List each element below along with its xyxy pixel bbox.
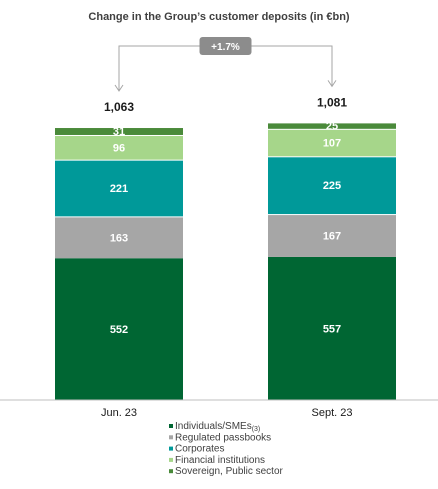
- legend-swatch: [169, 424, 173, 428]
- legend: Individuals/SMEs(3)Regulated passbooksCo…: [169, 421, 284, 477]
- legend-swatch: [169, 435, 173, 440]
- bar-segment: [55, 160, 183, 217]
- bar-segment: [55, 217, 183, 259]
- legend-label: Sovereign, Public sector: [175, 466, 284, 477]
- x-tick-label: Jun. 23: [101, 407, 137, 419]
- legend-label: Financial institutions: [175, 455, 265, 466]
- arrow-head-left: [114, 84, 124, 92]
- data-label: 557: [323, 323, 341, 335]
- data-label: 225: [323, 180, 341, 192]
- data-label: 163: [110, 232, 128, 244]
- bar-segment: [268, 157, 396, 215]
- data-label: 221: [110, 183, 128, 195]
- data-label: 552: [110, 324, 128, 336]
- legend-swatch: [169, 446, 173, 451]
- data-label: 31: [113, 126, 125, 138]
- bars-layer: 552 163 221 96 31 1,063 557 167 225 107 25 1,081: [55, 95, 396, 400]
- bar-segment: [55, 128, 183, 135]
- total-label: 1,081: [317, 95, 347, 109]
- bar-segment: [268, 123, 396, 129]
- bar-segment: [55, 258, 183, 400]
- bar-segment: [55, 135, 183, 160]
- legend-label: Corporates: [175, 444, 224, 455]
- total-label: 1,063: [104, 100, 134, 114]
- legend-label: Regulated passbooks: [175, 432, 271, 443]
- data-label: 167: [323, 231, 341, 243]
- data-label: 96: [113, 142, 125, 154]
- legend-swatch: [169, 469, 173, 474]
- change-annotation: +1.7%: [114, 37, 337, 92]
- x-tick-label: Sept. 23: [312, 407, 353, 419]
- data-label: 107: [323, 138, 341, 150]
- x-axis-labels: Jun. 23 Sept. 23: [101, 407, 353, 419]
- bar-segment: [268, 215, 396, 257]
- change-badge-label: +1.7%: [211, 42, 240, 53]
- data-label: 25: [326, 121, 338, 133]
- change-badge: [199, 37, 252, 55]
- arrow-head-right: [327, 80, 337, 88]
- chart-title: Change in the Group’s customer deposits …: [88, 11, 350, 23]
- legend-label: Individuals/SMEs(3): [175, 421, 260, 433]
- bar-segment: [268, 129, 396, 157]
- legend-swatch: [169, 457, 173, 462]
- bar-segment: [268, 256, 396, 400]
